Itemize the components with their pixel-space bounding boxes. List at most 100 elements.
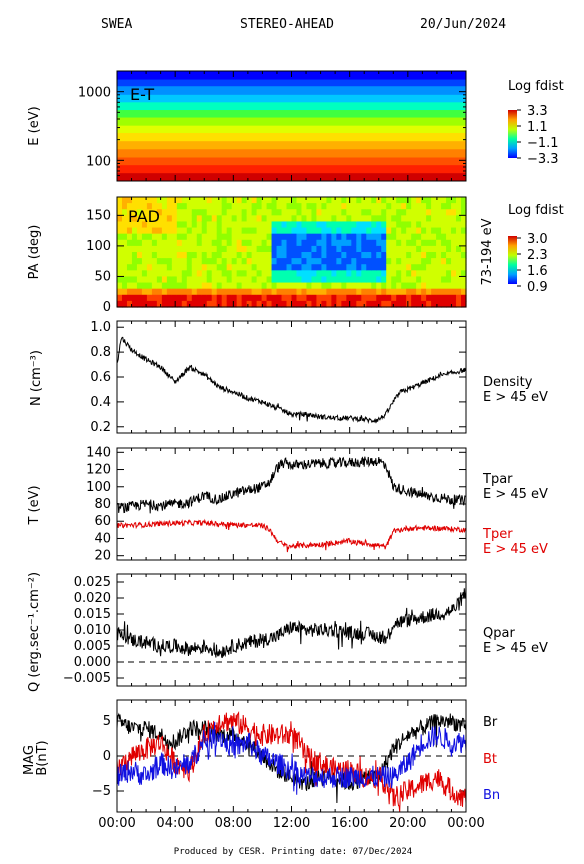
pad-cell xyxy=(151,288,158,296)
pad-cell xyxy=(416,233,422,241)
pad-cell xyxy=(336,239,342,247)
pad-cell xyxy=(181,215,188,223)
pad-cell xyxy=(311,221,318,229)
pad-cell xyxy=(146,300,153,308)
pad-cell xyxy=(426,258,432,265)
pad-cell xyxy=(146,276,153,284)
pad-cell xyxy=(291,209,298,216)
pad-cell xyxy=(281,300,288,308)
pad-cell xyxy=(131,245,138,253)
pad-cell xyxy=(221,270,228,278)
pad-cell xyxy=(436,276,442,284)
pad-cell xyxy=(396,203,402,210)
pad-cell xyxy=(211,239,218,247)
pad-cell xyxy=(161,264,168,271)
pad-cell xyxy=(126,215,133,223)
panel-frame xyxy=(116,699,467,813)
energy-band xyxy=(117,133,466,142)
energy-band xyxy=(117,86,466,96)
pad-cell xyxy=(211,264,218,271)
pad-cell xyxy=(366,258,372,265)
pad-cell xyxy=(206,282,213,290)
pad-cell xyxy=(236,197,243,204)
pad-cell xyxy=(326,227,332,235)
panel-label: E-T xyxy=(130,85,154,104)
pad-cell xyxy=(161,252,168,259)
pad-cell xyxy=(401,209,407,216)
pad-cell xyxy=(346,233,352,241)
pad-cell xyxy=(371,245,377,253)
pad-cell xyxy=(316,245,323,253)
pad-cell xyxy=(461,294,467,302)
pad-cell xyxy=(401,294,407,302)
pad-cell xyxy=(166,245,173,253)
y-tick-label: 40 xyxy=(94,531,111,546)
pad-cell xyxy=(426,288,432,296)
pad-cell xyxy=(311,300,318,308)
pad-cell xyxy=(456,252,462,259)
pad-cell xyxy=(211,245,218,253)
pad-cell xyxy=(181,294,188,302)
pad-cell xyxy=(321,294,327,302)
pad-cell xyxy=(306,288,313,296)
pad-cell xyxy=(306,300,313,308)
pad-cell xyxy=(411,270,417,278)
pad-cell xyxy=(426,282,432,290)
pad-cell xyxy=(291,270,298,278)
pad-cell xyxy=(246,227,253,235)
pad-cell xyxy=(426,233,432,241)
pad-cell xyxy=(256,264,263,271)
pad-cell xyxy=(416,227,422,235)
pad-cell xyxy=(296,233,303,241)
pad-cell xyxy=(201,276,208,284)
pad-cell xyxy=(236,239,243,247)
pad-cell xyxy=(301,197,308,204)
pad-cell xyxy=(411,245,417,253)
pad-cell xyxy=(211,215,218,223)
x-tick-label: 04:00 xyxy=(156,816,193,831)
pad-cell xyxy=(311,227,318,235)
pad-cell xyxy=(431,203,437,210)
pad-cell xyxy=(406,276,412,284)
pad-cell xyxy=(146,245,153,253)
pad-cell xyxy=(381,264,387,271)
pad-cell xyxy=(176,252,183,259)
pad-cell xyxy=(131,239,138,247)
pad-cell xyxy=(171,270,178,278)
pad-cell xyxy=(396,233,402,241)
pad-cell xyxy=(117,239,123,247)
pad-cell xyxy=(141,252,148,259)
pad-cell xyxy=(341,276,347,284)
pad-cell xyxy=(331,288,337,296)
pad-cell xyxy=(396,264,402,271)
pad-cell xyxy=(271,221,278,229)
pad-cell xyxy=(416,252,422,259)
pad-cell xyxy=(461,239,467,247)
pad-cell xyxy=(251,270,258,278)
pad-cell xyxy=(221,209,228,216)
pad-cell xyxy=(296,258,303,265)
pad-cell xyxy=(201,203,208,210)
pad-cell xyxy=(336,264,342,271)
pad-cell xyxy=(241,239,248,247)
pad-cell xyxy=(181,264,188,271)
pad-cell xyxy=(221,300,228,308)
pad-cell xyxy=(191,264,198,271)
pad-cell xyxy=(251,197,258,204)
pad-cell xyxy=(141,276,148,284)
pad-cell xyxy=(446,282,452,290)
pad-cell xyxy=(151,209,158,216)
pad-cell xyxy=(221,203,228,210)
pad-cell xyxy=(166,294,173,302)
pad-cell xyxy=(361,239,367,247)
pad-cell xyxy=(136,270,143,278)
pad-cell xyxy=(156,282,163,290)
pad-cell xyxy=(176,233,183,241)
pad-cell xyxy=(286,239,293,247)
pad-cell xyxy=(206,227,213,235)
pad-cell xyxy=(216,221,223,229)
pad-cell xyxy=(166,264,173,271)
pad-cell xyxy=(166,276,173,284)
pad-cell xyxy=(291,245,298,253)
energy-band xyxy=(117,125,466,134)
